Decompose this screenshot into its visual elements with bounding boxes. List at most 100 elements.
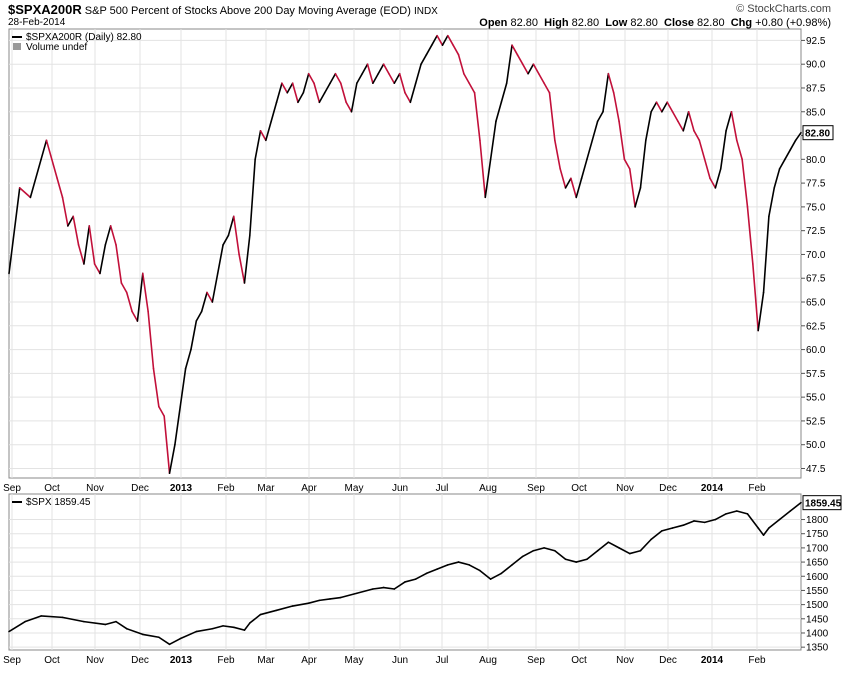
top-series-segment (414, 63, 422, 85)
top-series-segment (398, 72, 406, 94)
bottom-series-segment (607, 541, 620, 549)
top-y-tick-label: 72.5 (806, 226, 826, 237)
top-y-tick-label: 57.5 (806, 369, 826, 380)
top-series-segment (575, 177, 583, 199)
bottom-series-segment (693, 520, 706, 524)
bottom-x-tick-label: Dec (131, 655, 149, 666)
top-series-segment (425, 44, 433, 56)
top-series-segment (463, 72, 471, 85)
bottom-series-segment (404, 578, 417, 583)
top-series-segment (259, 129, 267, 142)
top-series-segment (516, 53, 524, 65)
bottom-y-tick-label: 1750 (806, 529, 829, 540)
top-series-segment (719, 129, 727, 170)
top-series-segment (554, 139, 561, 170)
top-series-segment (93, 263, 101, 275)
top-series-segment (473, 91, 481, 142)
top-series-segment (537, 72, 545, 85)
high-label: High (544, 17, 569, 29)
top-series-segment (479, 139, 487, 199)
top-series-segment (682, 110, 690, 132)
bottom-series-segment (195, 627, 214, 633)
bottom-series-segment (532, 547, 545, 552)
top-series-segment (366, 63, 374, 85)
bottom-series-segment (372, 586, 385, 590)
top-series-segment (741, 158, 749, 208)
bottom-series-segment (650, 530, 663, 541)
top-series-segment (29, 158, 42, 199)
top-series-segment (703, 158, 711, 180)
top-series-segment (329, 72, 337, 85)
top-x-tick-label: Dec (659, 483, 677, 494)
top-series-segment (757, 291, 765, 332)
bottom-series-segment (725, 510, 738, 515)
top-series-segment (762, 215, 770, 294)
top-y-tick-label: 70.0 (806, 250, 826, 261)
top-series-segment (147, 310, 155, 370)
top-series-segment (784, 149, 792, 161)
top-series-segment (495, 101, 503, 123)
bottom-series-segment (521, 549, 535, 558)
bottom-series-segment (618, 547, 631, 555)
bottom-series-segment (468, 564, 481, 572)
top-x-tick-label: May (345, 483, 364, 494)
bottom-x-tick-label: Nov (616, 655, 634, 666)
bottom-series-segment (168, 637, 182, 646)
top-y-tick-label: 77.5 (806, 179, 826, 190)
top-x-tick-label: Sep (527, 483, 545, 494)
bottom-y-tick-label: 1800 (806, 515, 829, 526)
bottom-y-tick-label: 1450 (806, 614, 829, 625)
top-y-tick-label: 85.0 (806, 107, 826, 118)
bottom-x-tick-label: Jul (436, 655, 449, 666)
top-y-tick-label: 75.0 (806, 202, 826, 213)
top-series-segment (521, 63, 529, 75)
top-series-segment (420, 53, 428, 65)
top-series-segment (163, 415, 171, 475)
brand-watermark: © StockCharts.com (736, 3, 831, 15)
top-series-segment (570, 177, 578, 199)
top-series-segment (532, 63, 540, 75)
top-series-segment (200, 291, 208, 313)
bottom-series-segment (83, 620, 107, 626)
top-y-tick-label: 67.5 (806, 274, 826, 285)
top-x-tick-label: Feb (217, 483, 235, 494)
top-series-segment (650, 101, 658, 113)
top-series-segment (778, 158, 786, 170)
bottom-series-segment (661, 527, 674, 532)
bottom-series-segment (639, 538, 652, 552)
bottom-series-segment (714, 513, 727, 521)
bottom-series-segment (211, 625, 224, 630)
top-y-tick-label: 87.5 (806, 83, 826, 94)
top-series-segment (302, 72, 310, 94)
bottom-series-segment (24, 615, 42, 623)
top-series-segment (666, 101, 674, 113)
bottom-x-tick-label: Feb (217, 655, 235, 666)
top-series-segment (99, 244, 107, 275)
top-series-segment (115, 244, 123, 284)
top-series-segment (18, 187, 32, 199)
top-series-segment (141, 272, 149, 313)
bottom-x-tick-label: Feb (748, 655, 766, 666)
bottom-series-segment (8, 620, 26, 633)
top-series-segment (586, 139, 594, 161)
top-x-tick-label: Aug (479, 483, 497, 494)
top-series-segment (291, 82, 299, 104)
top-series-segment (661, 101, 669, 113)
top-series-segment (447, 34, 454, 46)
top-series-segment (77, 244, 85, 265)
top-last-value-label: 82.80 (805, 129, 830, 140)
bottom-y-tick-label: 1650 (806, 558, 829, 569)
top-series-segment (275, 82, 283, 104)
top-series-segment (270, 101, 278, 123)
bottom-series-segment (554, 549, 567, 561)
top-series-segment (612, 91, 620, 123)
top-series-segment (388, 72, 396, 85)
top-series-segment (436, 34, 444, 46)
bottom-series-segment (564, 558, 578, 563)
top-series-segment (634, 187, 642, 208)
top-series-segment (382, 63, 390, 75)
bottom-x-tick-label: Apr (301, 655, 317, 666)
top-series-segment (227, 215, 235, 237)
bottom-series-segment (179, 630, 198, 640)
top-series-segment (671, 110, 679, 123)
